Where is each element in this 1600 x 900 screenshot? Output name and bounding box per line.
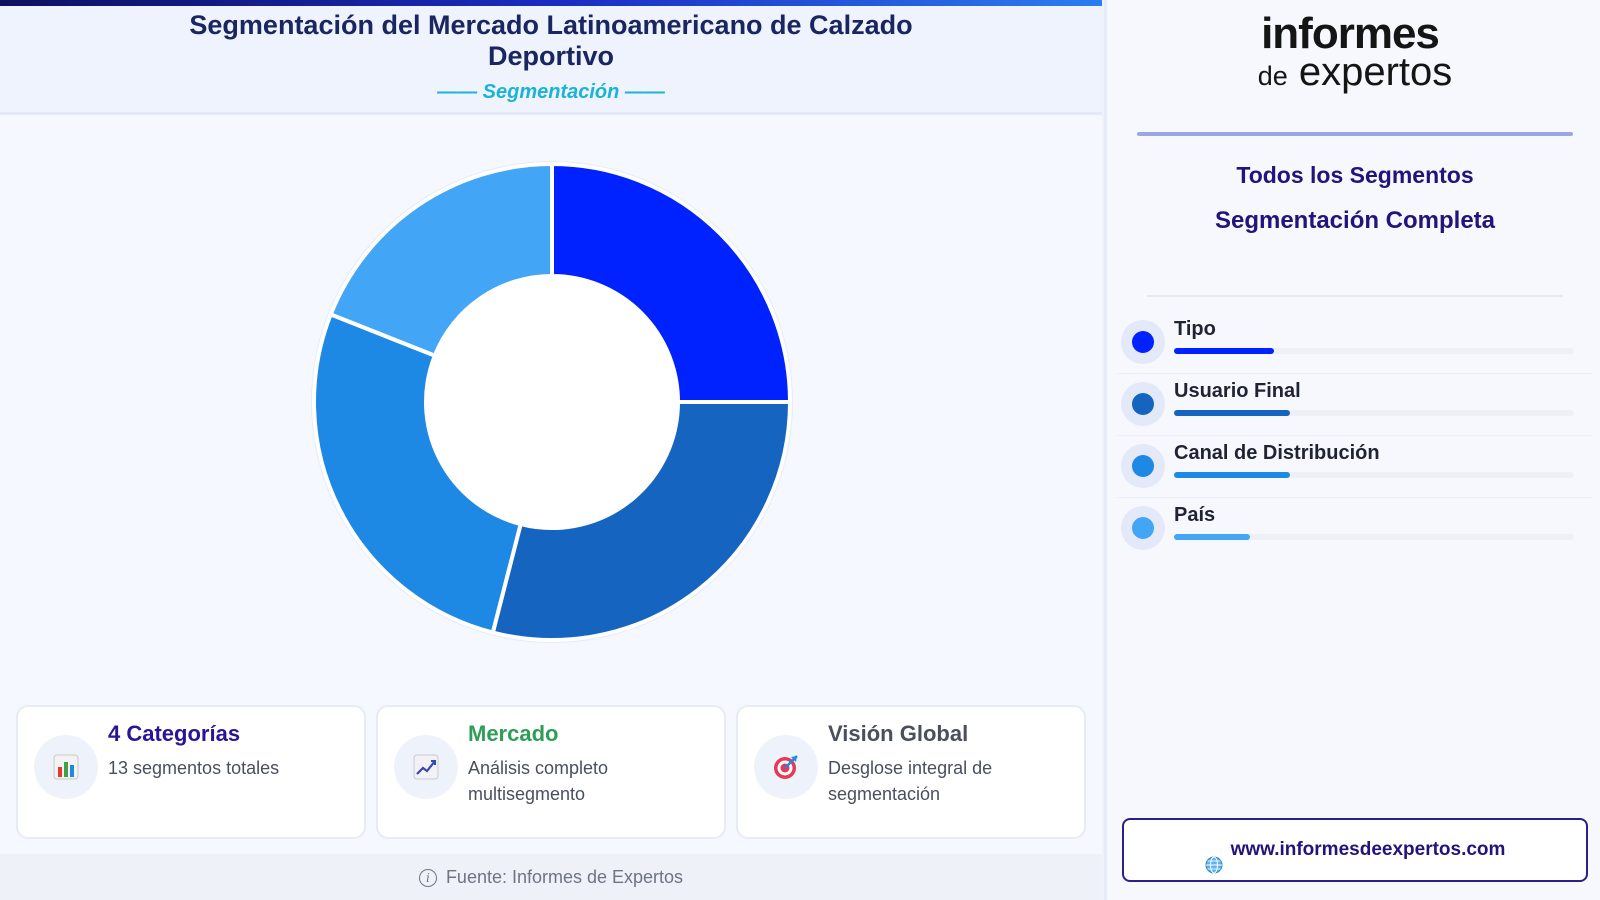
logo-word: expertos: [1298, 50, 1453, 94]
legend-marker: [1121, 382, 1165, 426]
sidebar-divider: [1147, 295, 1563, 297]
card-title: Visión Global: [828, 721, 969, 746]
main-panel: Segmentación del Mercado Latinoamericano…: [0, 0, 1102, 900]
legend-dot: [1132, 455, 1154, 477]
legend-bar-fill: [1174, 534, 1250, 540]
target-icon: [754, 735, 818, 799]
page-subtitle: —— Segmentación ——: [437, 81, 665, 103]
legend-dot: [1132, 517, 1154, 539]
donut-slice-4[interactable]: [328, 161, 554, 359]
legend-bar-track: [1174, 472, 1574, 478]
donut-chart-svg: [311, 161, 793, 643]
legend-label: Tipo: [1174, 318, 1216, 340]
sidebar-rule: [1137, 132, 1573, 136]
website-link[interactable]: www.informesdeexpertos.com: [1230, 839, 1506, 860]
legend-marker: [1121, 320, 1165, 364]
legend-label: Usuario Final: [1174, 380, 1301, 402]
header: Segmentación del Mercado Latinoamericano…: [0, 6, 1102, 115]
legend-separator: [1117, 435, 1593, 436]
donut-hole: [427, 277, 677, 527]
legend-item[interactable]: País: [1117, 498, 1593, 560]
top-accent-bar: [0, 0, 1102, 6]
legend-label: País: [1174, 504, 1216, 526]
legend-dot: [1132, 331, 1154, 353]
logo-line2: de expertos: [1107, 52, 1600, 96]
card-global-view: Visión Global Desglose integral de segme…: [736, 705, 1086, 839]
sidebar-title: Todos los Segmentos: [1236, 162, 1474, 188]
card-description: Desglose integral de segmentación: [828, 758, 993, 804]
page-title: Segmentación del Mercado Latinoamericano…: [189, 10, 913, 71]
legend-bar-fill: [1174, 348, 1274, 354]
legend-separator: [1117, 373, 1593, 374]
donut-slice-1[interactable]: [550, 161, 793, 404]
card-categories: 4 Categorías 13 segmentos totales: [16, 705, 366, 839]
legend-separator: [1117, 497, 1593, 498]
donut-slice-3[interactable]: [312, 311, 524, 635]
sidebar-subtitle: Segmentación Completa: [1214, 207, 1496, 234]
legend-bar-fill: [1174, 472, 1290, 478]
legend-marker: [1121, 506, 1165, 550]
legend-bar-fill: [1174, 410, 1290, 416]
legend-label: Canal de Distribución: [1174, 442, 1380, 464]
legend-item[interactable]: Tipo: [1117, 312, 1593, 374]
trend-chart-icon: [394, 735, 458, 799]
globe-icon: [1205, 839, 1223, 874]
card-title: Mercado: [468, 721, 559, 746]
logo-line1: informes: [1261, 9, 1440, 58]
legend-bar-track: [1174, 348, 1574, 354]
logo: informes de expertos: [1107, 12, 1600, 96]
card-market: Mercado Análisis completo multisegmento: [376, 705, 726, 839]
info-icon: i: [418, 869, 437, 888]
source-footer: i Fuente: Informes de Expertos: [0, 854, 1102, 900]
donut-slice-2[interactable]: [490, 400, 793, 642]
card-title: 4 Categorías: [108, 721, 241, 746]
legend-dot: [1132, 393, 1154, 415]
source-text: Fuente: Informes de Expertos: [445, 867, 684, 887]
legend-item[interactable]: Canal de Distribución: [1117, 436, 1593, 498]
card-description: 13 segmentos totales: [108, 758, 280, 778]
legend-marker: [1121, 444, 1165, 488]
donut-chart: [300, 150, 804, 654]
legend-item[interactable]: Usuario Final: [1117, 374, 1593, 436]
bar-chart-icon: [34, 735, 98, 799]
website-button[interactable]: www.informesdeexpertos.com: [1122, 818, 1588, 882]
legend-bar-track: [1174, 534, 1574, 540]
sidebar: informes de expertos Todos los Segmentos…: [1104, 0, 1600, 900]
card-description: Análisis completo multisegmento: [468, 758, 609, 804]
logo-small: de: [1257, 61, 1288, 91]
legend-bar-track: [1174, 410, 1574, 416]
